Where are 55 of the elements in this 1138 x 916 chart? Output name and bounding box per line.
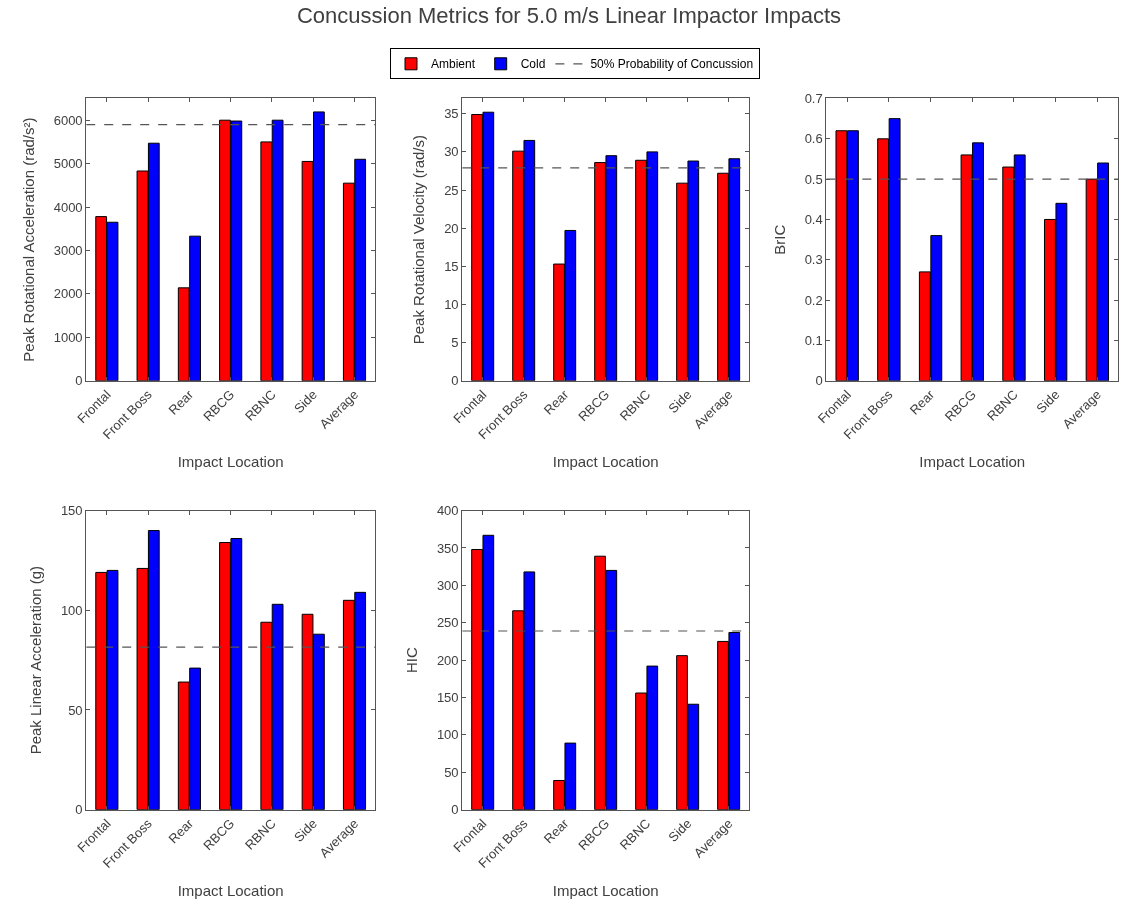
legend-label: Ambient xyxy=(431,57,476,72)
y-tick-label: 0 xyxy=(75,802,83,818)
y-tick-label: 150 xyxy=(60,503,83,519)
text: Concussion Metrics for 5.0 m/s Linear Impactor Impacts xyxy=(296,3,842,29)
y-tick-label: 0.3 xyxy=(804,252,823,268)
y-axis-title: BrIC xyxy=(770,224,788,255)
y-tick-label: 350 xyxy=(436,540,459,556)
y-tick-label: 250 xyxy=(436,615,459,631)
y-tick-label: 0.1 xyxy=(804,333,823,348)
y-tick-label: 0 xyxy=(815,373,823,389)
y-tick-label: 0 xyxy=(451,373,459,389)
y-tick-label: 5 xyxy=(451,335,459,351)
y-tick-label: 1000 xyxy=(53,329,83,345)
y-tick-label: 2000 xyxy=(53,286,83,302)
x-axis-title: Impact Location xyxy=(919,453,1026,471)
y-axis-title: Peak Linear Acceleration (g) xyxy=(27,565,45,755)
x-tick-label: Side xyxy=(290,386,320,416)
y-tick-label: 0.6 xyxy=(804,131,823,147)
y-axis-title: HIC xyxy=(403,647,421,674)
legend-label: Cold xyxy=(520,57,546,72)
x-axis-title: Impact Location xyxy=(177,881,284,899)
x-tick-label: Side xyxy=(290,815,320,845)
y-tick-label: 0.2 xyxy=(804,292,823,308)
y-tick-label: 30 xyxy=(444,144,459,160)
y-tick-label: 3000 xyxy=(53,243,83,259)
y-tick-label: 0.5 xyxy=(804,171,823,187)
y-tick-label: 150 xyxy=(436,690,459,706)
y-tick-label: 35 xyxy=(444,106,459,122)
y-tick-label: 4000 xyxy=(53,199,83,215)
y-tick-label: 0 xyxy=(75,373,83,389)
y-tick-label: 50 xyxy=(444,764,459,780)
y-tick-label: 400 xyxy=(436,503,459,519)
y-tick-label: 0 xyxy=(451,802,459,818)
y-tick-label: 0.4 xyxy=(804,212,823,228)
y-tick-label: 25 xyxy=(444,182,459,198)
legend-label: 50% Probability of Concussion xyxy=(590,57,754,72)
y-tick-label: 200 xyxy=(436,652,459,668)
y-axis-title: Peak Rotational Velocity (rad/s) xyxy=(410,134,428,345)
y-tick-label: 0.7 xyxy=(804,91,823,107)
y-tick-label: 5000 xyxy=(53,156,83,172)
x-axis-title: Impact Location xyxy=(552,453,659,471)
y-tick-label: 300 xyxy=(436,577,459,593)
x-tick-label: Side xyxy=(665,815,695,845)
x-tick-label: Side xyxy=(665,386,695,416)
y-tick-label: 50 xyxy=(68,702,83,718)
y-tick-label: 10 xyxy=(444,297,459,313)
x-tick-label: Side xyxy=(1033,386,1063,416)
y-axis-title: Peak Rotational Acceleration (rad/s²) xyxy=(19,117,37,362)
y-tick-label: 100 xyxy=(60,602,83,618)
y-tick-label: 6000 xyxy=(53,112,83,128)
x-axis-title: Impact Location xyxy=(552,881,659,899)
y-tick-label: 15 xyxy=(444,258,459,274)
x-axis-title: Impact Location xyxy=(177,453,284,471)
y-tick-label: 20 xyxy=(444,220,459,236)
y-tick-label: 100 xyxy=(436,727,459,743)
